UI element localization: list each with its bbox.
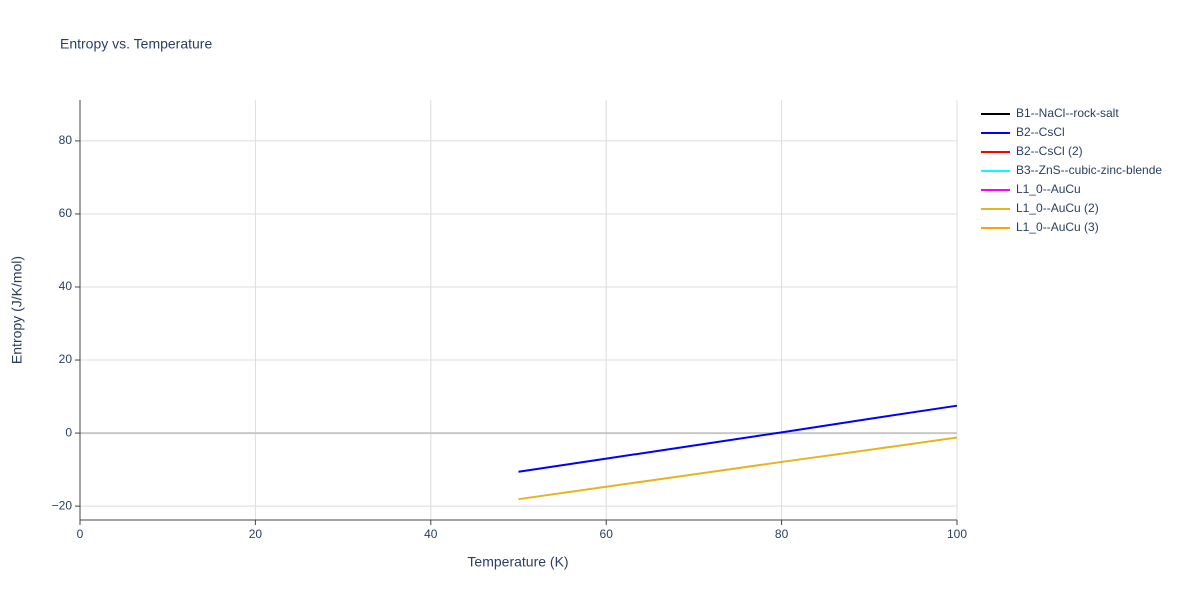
y-tick-label: 20	[59, 352, 73, 366]
x-tick-label: 20	[249, 527, 263, 541]
legend-label: L1_0--AuCu (3)	[1016, 220, 1099, 234]
x-axis-title: Temperature (K)	[467, 554, 568, 570]
legend-label: B3--ZnS--cubic-zinc-blende	[1016, 163, 1162, 177]
y-tick-label: 60	[59, 206, 73, 220]
y-tick-label: 0	[65, 425, 72, 439]
y-axis-title: Entropy (J/K/mol)	[9, 256, 25, 364]
legend-label: L1_0--AuCu	[1016, 182, 1081, 196]
chart-title: Entropy vs. Temperature	[60, 36, 212, 52]
y-tick-label: 80	[59, 133, 73, 147]
legend-label: B2--CsCl	[1016, 125, 1065, 139]
legend-label: L1_0--AuCu (2)	[1016, 201, 1099, 215]
x-tick-label: 100	[947, 527, 967, 541]
x-tick-label: 40	[424, 527, 438, 541]
legend-label: B1--NaCl--rock-salt	[1016, 106, 1119, 120]
series-line	[518, 404, 958, 473]
series-line	[518, 436, 958, 501]
x-tick-label: 0	[77, 527, 84, 541]
x-tick-label: 80	[775, 527, 789, 541]
y-tick-label: −20	[52, 498, 73, 512]
legend-label: B2--CsCl (2)	[1016, 144, 1083, 158]
x-tick-label: 60	[600, 527, 614, 541]
y-tick-label: 40	[59, 279, 73, 293]
